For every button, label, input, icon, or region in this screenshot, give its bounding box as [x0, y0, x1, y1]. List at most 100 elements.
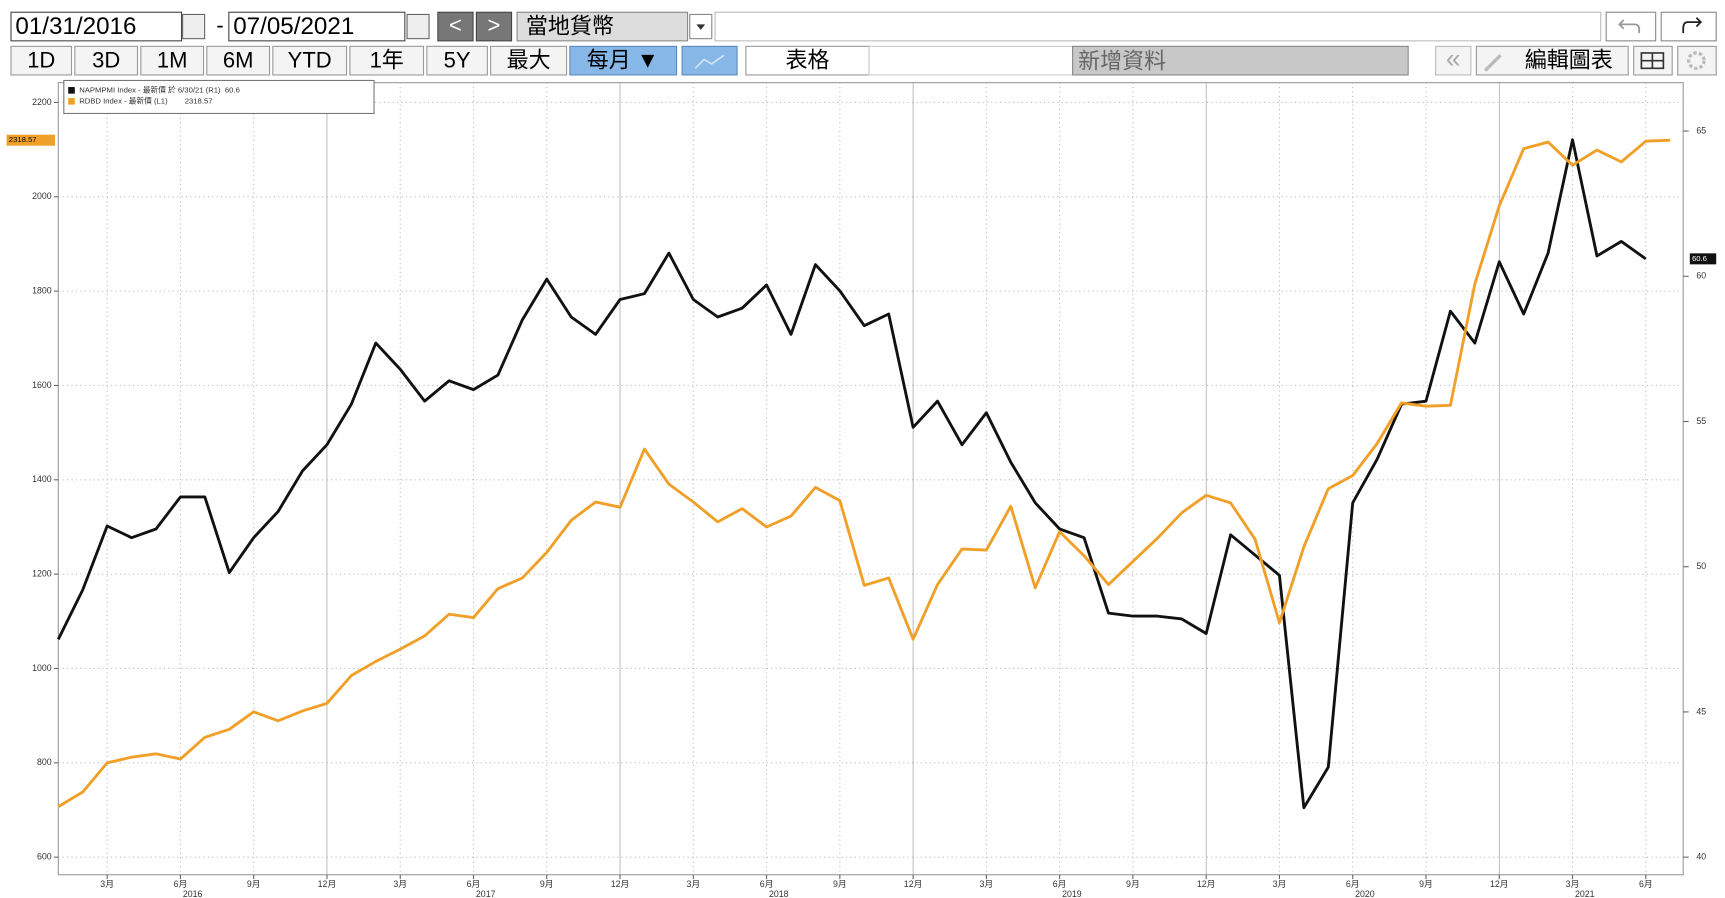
range-button[interactable] [74, 45, 139, 76]
table-button[interactable] [745, 45, 870, 76]
range-button[interactable] [349, 45, 425, 76]
frequency-button[interactable] [569, 45, 678, 76]
toolbar-label: 3D [92, 48, 120, 73]
range-button[interactable] [272, 45, 348, 76]
redo-button[interactable] [1660, 11, 1717, 42]
x-tick-label: 6月 [760, 879, 774, 889]
toolbar-label: 1M [157, 48, 188, 73]
toolbar-label: > [488, 12, 501, 37]
y-tick-label: 1800 [32, 285, 52, 295]
arrow-icon [696, 24, 706, 30]
y-tick-label: 1000 [32, 663, 52, 673]
year-label: 2017 [476, 889, 496, 898]
toolbar-label: 1年 [370, 48, 404, 73]
toolbar-label: YTD [288, 48, 332, 73]
legend-swatch [68, 98, 75, 105]
year-label: 2020 [1355, 889, 1375, 898]
x-tick-label: 6月 [1639, 879, 1653, 889]
y-tick-label: 800 [37, 757, 52, 767]
toolbar-label: 表格 [785, 48, 829, 73]
range-button[interactable] [10, 45, 73, 76]
x-tick-label: 12月 [1197, 879, 1216, 889]
toolbar-label: 6M [223, 48, 254, 73]
x-tick-label: 6月 [467, 879, 481, 889]
add-data-field[interactable] [1072, 45, 1409, 76]
undo-icon [1618, 19, 1641, 34]
x-tick-label: 3月 [1566, 879, 1580, 889]
x-tick-label: 6月 [1346, 879, 1360, 889]
value-tag [6, 134, 56, 146]
x-tick-label: 9月 [833, 879, 847, 889]
y-tick-label: 2000 [32, 191, 52, 201]
gear-icon [1687, 51, 1706, 71]
pencil-icon [1484, 53, 1502, 72]
y-tick-label: 2200 [32, 97, 52, 107]
x-tick-label: 3月 [393, 879, 407, 889]
x-tick-label: 6月 [174, 879, 188, 889]
y2-tick-label: 50 [1696, 561, 1706, 571]
toolbar-label: < [449, 12, 462, 37]
y-tick-label: 1200 [32, 568, 52, 578]
x-tick-label: 3月 [980, 879, 994, 889]
blank-field [868, 45, 1074, 76]
currency-dropdown[interactable] [516, 11, 689, 42]
x-tick-label: 12月 [611, 879, 630, 889]
y2-tick-label: 45 [1696, 706, 1706, 716]
range-button[interactable] [426, 45, 488, 76]
year-label: 2019 [1062, 889, 1082, 898]
y2-tick-label: 60 [1696, 271, 1706, 281]
settings-button[interactable] [1677, 45, 1717, 76]
y2-tick-label: 40 [1696, 851, 1706, 861]
icon-button[interactable] [1633, 45, 1673, 76]
range-button[interactable] [206, 45, 271, 76]
series-line [57, 138, 1647, 810]
legend-label: RDBD Index - 最新價 (L1) 2318.57 [79, 95, 212, 105]
toolbar-label: 07/05/2021 [233, 13, 354, 40]
toolbar-label: 01/31/2016 [15, 13, 136, 40]
next-button[interactable] [475, 11, 513, 42]
toolbar-label: 5Y [444, 48, 471, 73]
toolbar-label: 最大 [507, 48, 551, 73]
year-label: 2016 [183, 889, 203, 898]
chart-type-button[interactable] [681, 45, 738, 76]
toolbar-label: 1D [27, 48, 55, 73]
chart-icon [694, 54, 725, 69]
edit-chart-button[interactable] [1475, 45, 1629, 76]
calendar-button[interactable] [406, 13, 430, 40]
x-tick-label: 9月 [1126, 879, 1140, 889]
legend-swatch [68, 87, 75, 94]
x-tick-label: 6月 [1053, 879, 1067, 889]
date-field[interactable] [10, 11, 183, 42]
x-tick-label: 3月 [100, 879, 114, 889]
x-tick-label: 12月 [904, 879, 923, 889]
x-tick-label: 3月 [686, 879, 700, 889]
y2-tick-label: 65 [1696, 125, 1706, 135]
x-tick-label: 12月 [318, 879, 337, 889]
toolbar-label: « [1446, 44, 1461, 74]
prev-button[interactable] [437, 11, 474, 42]
toolbar-label: 當地貨幣 [526, 13, 614, 38]
range-button[interactable] [490, 45, 568, 76]
collapse-button[interactable] [1435, 45, 1472, 76]
calendar-button[interactable] [182, 13, 206, 40]
value-tag-label: 60.6 [1692, 254, 1707, 263]
y2-tick-label: 55 [1696, 416, 1706, 426]
value-tag-label: 2318.57 [9, 135, 37, 144]
x-tick-label: 9月 [540, 879, 554, 889]
y-tick-label: 1400 [32, 474, 52, 484]
blank-field [714, 11, 1602, 42]
x-tick-label: 3月 [1273, 879, 1287, 889]
grid-icon [1640, 52, 1665, 70]
toolbar-label: 新增資料 [1078, 49, 1166, 74]
date-field[interactable] [228, 11, 406, 42]
toolbar-label: 編輯圖表 [1525, 48, 1613, 73]
toolbar-label: 每月 ▼ [587, 48, 659, 73]
x-tick-label: 12月 [1490, 879, 1509, 889]
redo-icon [1682, 17, 1703, 34]
year-label: 2018 [769, 889, 789, 898]
toolbar-label: - [216, 12, 223, 37]
undo-button[interactable] [1605, 11, 1657, 42]
range-button[interactable] [140, 45, 205, 76]
legend [63, 79, 375, 115]
